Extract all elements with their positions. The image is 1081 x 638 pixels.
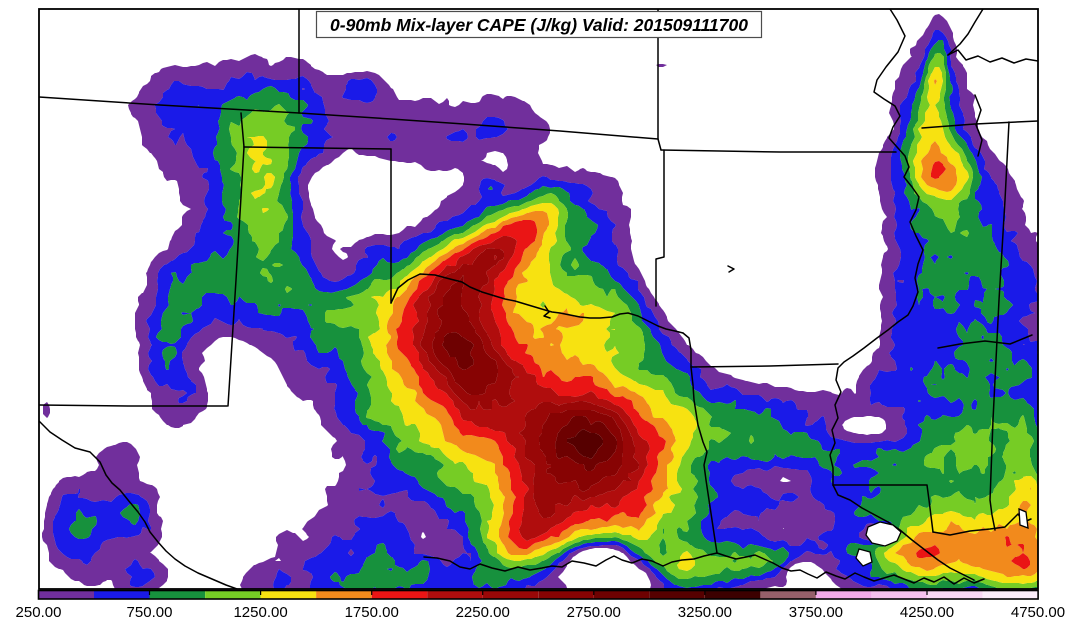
svg-text:4250.00: 4250.00 bbox=[900, 604, 954, 621]
svg-text:250.00: 250.00 bbox=[16, 604, 62, 621]
svg-text:0-90mb Mix-layer CAPE (J/kg) V: 0-90mb Mix-layer CAPE (J/kg) Valid: 2015… bbox=[330, 15, 748, 35]
svg-text:3750.00: 3750.00 bbox=[789, 604, 843, 621]
svg-text:4750.00: 4750.00 bbox=[1011, 604, 1065, 621]
svg-text:750.00: 750.00 bbox=[127, 604, 173, 621]
svg-text:3250.00: 3250.00 bbox=[678, 604, 732, 621]
svg-text:1250.00: 1250.00 bbox=[233, 604, 287, 621]
svg-text:2750.00: 2750.00 bbox=[567, 604, 621, 621]
svg-text:1750.00: 1750.00 bbox=[345, 604, 399, 621]
svg-text:2250.00: 2250.00 bbox=[456, 604, 510, 621]
